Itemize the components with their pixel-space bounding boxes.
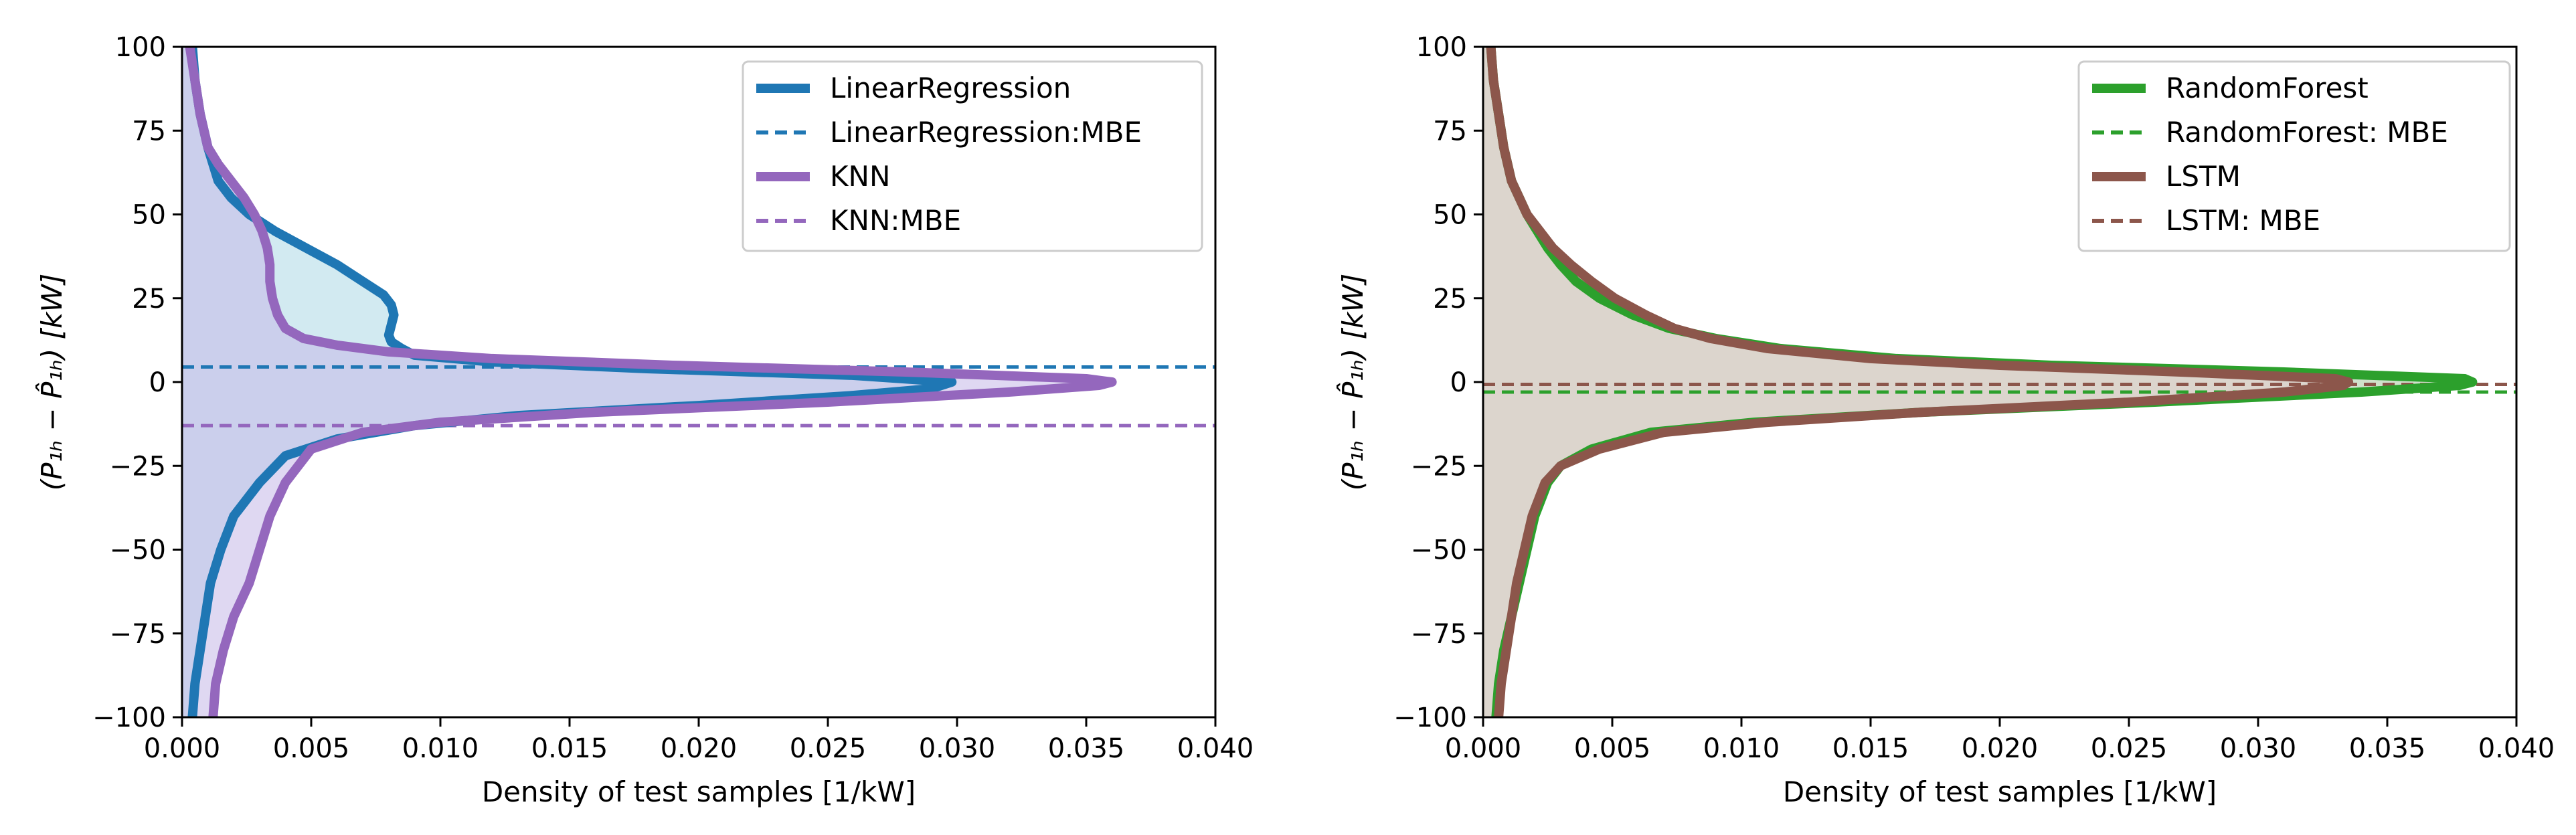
x-tick-label: 0.000: [1445, 733, 1522, 764]
x-axis-label: Density of test samples [1/kW]: [482, 775, 916, 808]
y-tick-label: −25: [110, 451, 166, 482]
y-tick-label: −75: [110, 619, 166, 650]
x-tick-label: 0.005: [273, 733, 350, 764]
legend-label-linearregression-mbe: LinearRegression:MBE: [830, 116, 1142, 149]
y-tick-label: −100: [1393, 703, 1467, 733]
y-tick-label: 75: [132, 116, 166, 147]
x-tick-label: 0.010: [1703, 733, 1780, 764]
knn-density-fill: [182, 47, 1112, 717]
x-tick-label: 0.005: [1574, 733, 1651, 764]
plot-area: [1483, 47, 2516, 717]
y-tick-label: 50: [132, 200, 166, 231]
y-tick-label: −50: [1411, 535, 1467, 566]
y-axis-label: (P₁ₕ − P̂₁ₕ) [kW]: [35, 274, 68, 490]
knn-density-line: [185, 47, 1117, 717]
y-tick-label: −100: [92, 703, 166, 733]
y-tick-label: −75: [1411, 619, 1467, 650]
x-tick-label: 0.025: [790, 733, 867, 764]
y-tick-label: 0: [149, 367, 166, 398]
y-tick-label: 100: [1416, 32, 1467, 63]
legend-label-lstm: LSTM: [2166, 160, 2241, 193]
legend-label-randomforest: RandomForest: [2166, 72, 2369, 104]
y-tick-label: 0: [1450, 367, 1467, 398]
x-tick-label: 0.020: [1962, 733, 2039, 764]
y-tick-label: 75: [1433, 116, 1467, 147]
y-tick-label: −25: [1411, 451, 1467, 482]
lstm-density-line: [1486, 47, 2354, 717]
lstm-density-fill: [1483, 47, 2349, 717]
x-tick-label: 0.030: [2220, 733, 2297, 764]
x-tick-label: 0.015: [1832, 733, 1909, 764]
legend-label-knn-mbe: KNN:MBE: [830, 204, 961, 237]
x-tick-label: 0.010: [402, 733, 479, 764]
y-tick-label: 25: [132, 284, 166, 314]
legend-label-randomforest-mbe: RandomForest: MBE: [2166, 116, 2448, 149]
legend-box: [2077, 60, 2511, 252]
y-tick-label: −50: [110, 535, 166, 566]
x-tick-label: 0.025: [2091, 733, 2168, 764]
x-tick-label: 0.015: [531, 733, 608, 764]
y-tick-label: 25: [1433, 284, 1467, 314]
x-tick-label: 0.020: [661, 733, 738, 764]
legend-label-linearregression: LinearRegression: [830, 72, 1071, 104]
x-tick-label: 0.035: [1048, 733, 1125, 764]
x-tick-label: 0.030: [919, 733, 996, 764]
x-tick-label: 0.035: [2349, 733, 2426, 764]
y-tick-label: 50: [1433, 200, 1467, 231]
legend-label-lstm-mbe: LSTM: MBE: [2166, 204, 2320, 237]
left-chart-panel: 0.000 0.005 0.010 0.015 0.020 0.025 0.030 0.035…: [35, 32, 1254, 808]
x-tick-label: 0.000: [144, 733, 221, 764]
legend: LinearRegression LinearRegression:MBE KNN K…: [742, 60, 1203, 252]
legend-box: [742, 60, 1203, 252]
x-tick-label: 0.040: [2478, 733, 2555, 764]
y-tick-label: 100: [115, 32, 166, 63]
x-tick-label: 0.040: [1177, 733, 1254, 764]
plot-area: [182, 47, 1215, 717]
right-chart-panel: 0.000 0.005 0.010 0.015 0.020 0.025 0.030 0.035…: [1336, 32, 2555, 808]
legend: RandomForest RandomForest: MBE LSTM LSTM: M…: [2077, 60, 2511, 252]
x-axis-label: Density of test samples [1/kW]: [1783, 775, 2217, 808]
y-axis-label: (P₁ₕ − P̂₁ₕ) [kW]: [1336, 274, 1369, 490]
legend-label-knn: KNN: [830, 160, 890, 193]
